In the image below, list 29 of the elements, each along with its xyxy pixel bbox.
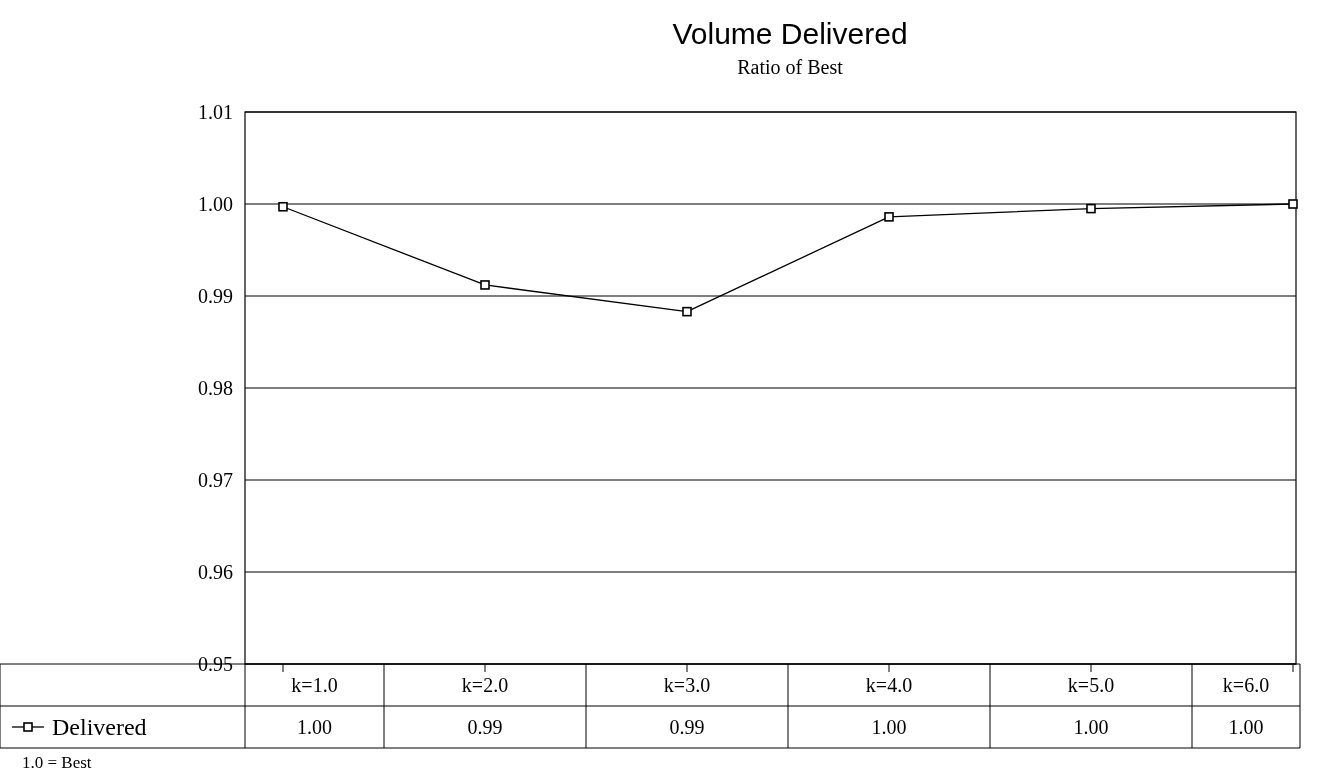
x-tick-label: k=1.0 [291, 674, 338, 696]
y-tick-label: 0.95 [198, 653, 233, 675]
data-label: 1.00 [1073, 716, 1109, 738]
point [1086, 203, 1096, 214]
data-label: 1.00 [297, 716, 332, 738]
text: 1.0 = Best [22, 753, 92, 772]
data-label: 0.99 [669, 716, 705, 738]
y-tick-label: 1.00 [198, 193, 233, 215]
legend-label: Delivered [52, 714, 147, 741]
data-label: 0.99 [467, 716, 503, 738]
point [1288, 199, 1298, 209]
point [682, 306, 692, 317]
y-tick-label: 0.98 [198, 377, 233, 399]
x-tick-label: k=2.0 [461, 674, 509, 696]
data-label: 1.00 [1228, 716, 1264, 738]
data-label: 1.00 [871, 716, 907, 738]
point [278, 201, 288, 212]
y-tick-label: 0.96 [198, 561, 233, 583]
x-tick-label: k=4.0 [865, 674, 913, 696]
x-tick-label: k=5.0 [1067, 674, 1115, 696]
y-tick-label: 1.01 [198, 101, 233, 123]
x-tick-label: k=6.0 [1222, 674, 1270, 696]
y-tick-label: 0.99 [198, 285, 233, 307]
chart-subtitle: Ratio of Best [737, 56, 844, 78]
x-tick-label: k=3.0 [663, 674, 711, 696]
point [480, 280, 490, 290]
chart-title: Volume Delivered [672, 17, 908, 50]
y-tick-label: 0.97 [198, 469, 233, 491]
point [884, 212, 894, 222]
